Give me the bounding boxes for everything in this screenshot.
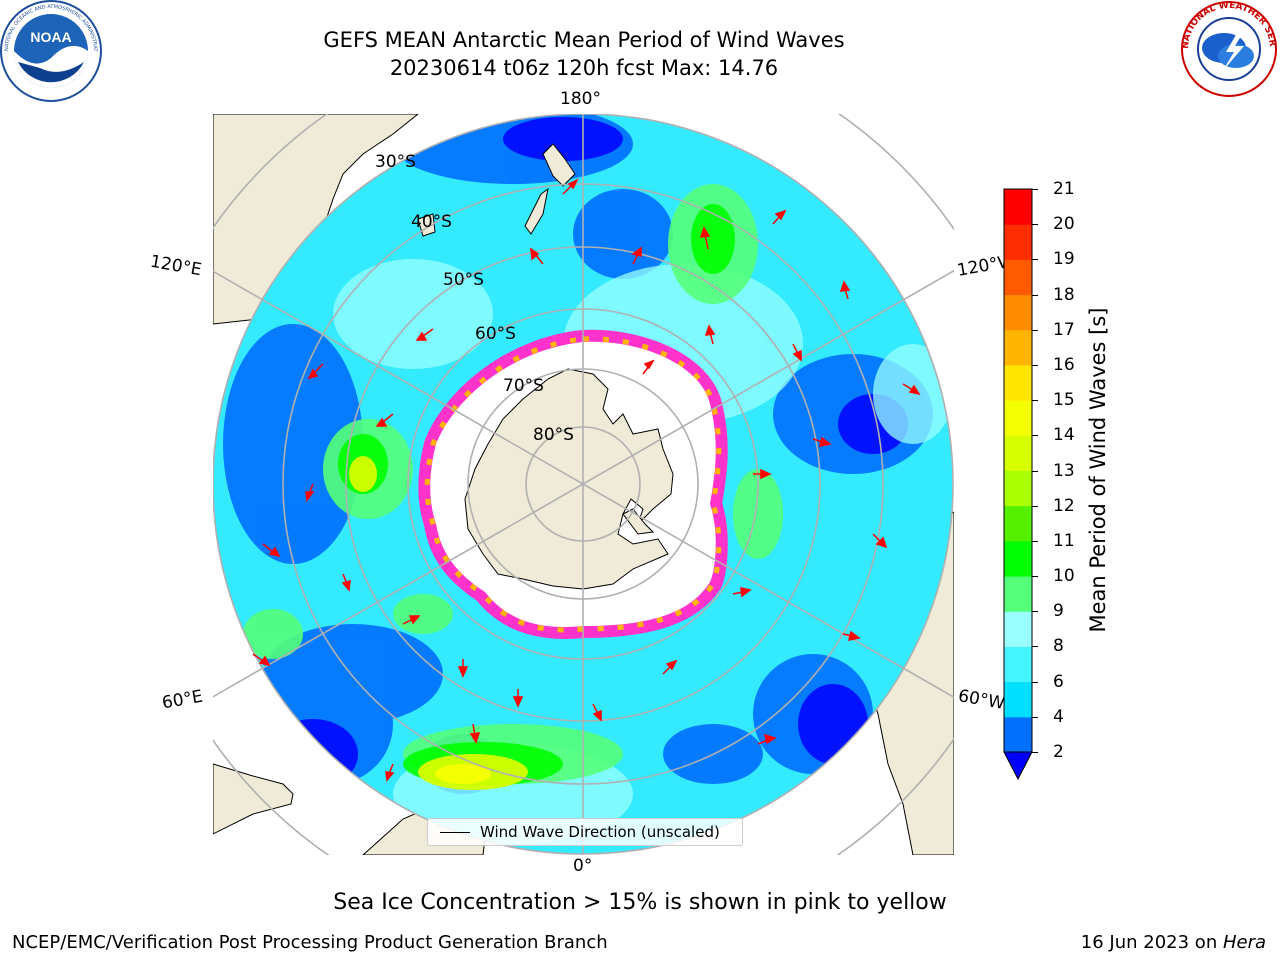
noaa-logo: NOAA NATIONAL OCEANIC AND ATMOSPHERIC AD… [0,0,102,102]
meridian-label-120e: 120°E [148,251,204,281]
colorbar-bin [1004,470,1032,507]
colorbar-bin [1004,716,1032,753]
colorbar-bin [1004,259,1032,296]
colorbar-tick-label: 21 [1053,179,1075,199]
colorbar-bin [1004,364,1032,401]
colorbar-tick-mark [1032,294,1038,296]
wind-wave-direction-arrows [252,178,921,782]
colorbar-tick-mark [1032,540,1038,542]
colorbar-tick-label: 4 [1053,706,1064,727]
lat-label-40s: 40°S [411,212,452,232]
lat-label-70s: 70°S [503,376,544,396]
colorbar-tick-label: 2 [1053,742,1064,762]
legend-line-swatch [440,831,470,833]
meridian-label-0: 0° [573,856,593,876]
colorbar-tick-mark [1032,329,1038,331]
colorbar-tick-mark [1032,364,1038,366]
meridian-label-60e: 60°E [160,686,205,714]
colorbar-tick-mark [1032,505,1038,507]
sea-ice-note: Sea Ice Concentration > 15% is shown in … [333,890,947,915]
colorbar-tick-label: 11 [1053,530,1075,551]
polar-map [213,114,954,855]
colorbar-tick-label: 15 [1053,390,1075,411]
colorbar-label: Mean Period of Wind Waves [s] [1086,307,1110,633]
colorbar-tick-label: 12 [1053,495,1075,516]
colorbar-tick-mark [1032,716,1038,718]
map-legend: Wind Wave Direction (unscaled) [427,818,743,846]
map-title-line2: 20230614 t06z 120h fcst Max: 14.76 [389,56,779,80]
colorbar-tick-mark [1032,752,1038,753]
colorbar-tick-label: 8 [1053,636,1064,657]
colorbar-tick-label: 9 [1053,601,1064,622]
credit-text: NCEP/EMC/Verification Post Processing Pr… [12,932,608,953]
colorbar-tick-mark [1032,611,1038,613]
colorbar-bin [1004,576,1032,612]
colorbar-bin [1004,681,1032,718]
colorbar-bin [1004,224,1032,260]
colorbar-bin [1004,329,1032,366]
colorbar-tick-label: 16 [1053,354,1075,375]
lat-label-60s: 60°S [475,324,516,344]
colorbar-tick-label: 6 [1053,671,1064,692]
lat-label-80s: 80°S [533,425,574,445]
colorbar-tick-mark [1032,646,1038,648]
colorbar-tick-label: 14 [1053,425,1075,446]
colorbar-bin [1004,189,1032,225]
colorbar-bin [1004,646,1032,683]
colorbar-bin [1004,294,1032,331]
map-panel: 30°S 40°S 50°S 60°S 70°S 80°S [213,114,954,855]
lat-label-50s: 50°S [443,270,484,290]
colorbar-tick-mark [1032,400,1038,402]
colorbar-tick-mark [1032,681,1038,683]
meridian-label-180: 180° [560,89,601,109]
colorbar-tick-label: 18 [1053,284,1075,305]
nws-logo: NATIONAL WEATHER SERVICE [1178,0,1277,97]
colorbar-bin [1004,435,1032,471]
colorbar-tick-mark [1032,259,1038,261]
machine-name: Hera [1222,932,1266,953]
legend-label: Wind Wave Direction (unscaled) [480,823,720,841]
colorbar-tick-label: 19 [1053,249,1075,270]
colorbar-tick-mark [1032,470,1038,472]
date-text: 16 Jun 2023 on [1080,932,1223,953]
colorbar-tick-mark [1032,435,1038,437]
colorbar [1003,188,1033,781]
colorbar-tick-mark [1032,224,1038,226]
colorbar-tick-mark [1032,576,1038,578]
date-stamp: 16 Jun 2023 on Hera [1081,932,1266,953]
colorbar-tick-mark [1032,189,1038,190]
colorbar-tick-label: 10 [1053,566,1075,587]
colorbar-bin [1004,400,1032,436]
colorbar-tick-label: 13 [1053,460,1075,481]
noaa-logo-text: NOAA [30,29,71,45]
lat-label-30s: 30°S [375,152,416,172]
colorbar-bin [1004,540,1032,577]
map-title-line1: GEFS MEAN Antarctic Mean Period of Wind … [323,28,845,52]
colorbar-tick-label: 20 [1053,214,1075,235]
colorbar-tick-label: 17 [1053,319,1075,340]
colorbar-bin [1004,611,1032,647]
graticule [213,114,954,855]
meridian-label-60w: 60°W [956,686,1007,714]
colorbar-bin [1004,505,1032,542]
